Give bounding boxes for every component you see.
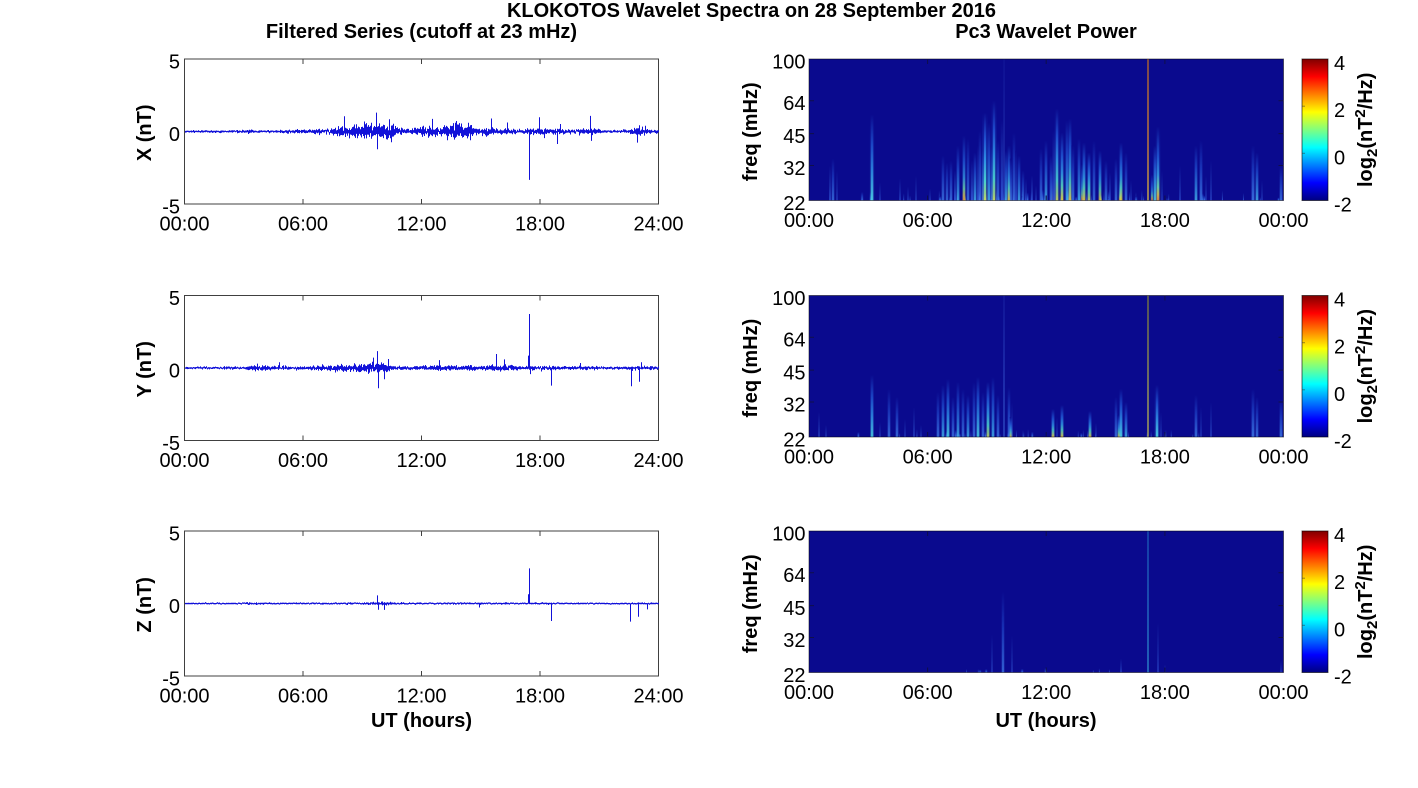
svg-text:log2(nT2/Hz): log2(nT2/Hz) bbox=[1352, 309, 1381, 423]
svg-text:100: 100 bbox=[772, 524, 805, 546]
svg-text:24:00: 24:00 bbox=[633, 214, 683, 236]
svg-text:UT (hours): UT (hours) bbox=[995, 710, 1096, 732]
svg-text:06:00: 06:00 bbox=[278, 686, 328, 708]
svg-text:00:00: 00:00 bbox=[784, 682, 834, 704]
svg-text:100: 100 bbox=[772, 288, 805, 310]
svg-text:00:00: 00:00 bbox=[1258, 447, 1308, 469]
svg-text:12:00: 12:00 bbox=[1021, 210, 1071, 232]
svg-text:12:00: 12:00 bbox=[1021, 447, 1071, 469]
svg-text:5: 5 bbox=[169, 52, 180, 74]
svg-text:freq (mHz): freq (mHz) bbox=[740, 82, 762, 181]
svg-text:freq (mHz): freq (mHz) bbox=[740, 319, 762, 418]
svg-text:06:00: 06:00 bbox=[903, 447, 953, 469]
svg-text:06:00: 06:00 bbox=[903, 210, 953, 232]
svg-text:-2: -2 bbox=[1334, 195, 1352, 217]
svg-text:18:00: 18:00 bbox=[1140, 447, 1190, 469]
svg-text:00:00: 00:00 bbox=[1258, 210, 1308, 232]
svg-text:06:00: 06:00 bbox=[278, 450, 328, 472]
svg-text:32: 32 bbox=[783, 158, 805, 180]
svg-text:X (nT): X (nT) bbox=[134, 104, 156, 161]
svg-text:0: 0 bbox=[169, 361, 180, 383]
svg-text:0: 0 bbox=[1334, 147, 1345, 169]
svg-text:freq (mHz): freq (mHz) bbox=[740, 554, 762, 653]
svg-text:18:00: 18:00 bbox=[515, 686, 565, 708]
svg-text:64: 64 bbox=[783, 330, 805, 352]
svg-text:-2: -2 bbox=[1334, 431, 1352, 453]
svg-text:UT (hours): UT (hours) bbox=[371, 710, 472, 732]
svg-text:-5: -5 bbox=[162, 433, 180, 455]
svg-text:00:00: 00:00 bbox=[159, 450, 209, 472]
svg-text:06:00: 06:00 bbox=[278, 214, 328, 236]
svg-text:log2(nT2/Hz): log2(nT2/Hz) bbox=[1352, 545, 1381, 659]
svg-text:Pc3 Wavelet Power: Pc3 Wavelet Power bbox=[955, 21, 1137, 43]
svg-text:12:00: 12:00 bbox=[1021, 682, 1071, 704]
svg-text:2: 2 bbox=[1334, 337, 1345, 359]
svg-text:00:00: 00:00 bbox=[159, 686, 209, 708]
svg-text:00:00: 00:00 bbox=[784, 210, 834, 232]
svg-text:22: 22 bbox=[783, 665, 805, 687]
svg-text:Z (nT): Z (nT) bbox=[134, 577, 156, 633]
svg-text:4: 4 bbox=[1334, 290, 1345, 312]
svg-text:32: 32 bbox=[783, 395, 805, 417]
svg-text:-5: -5 bbox=[162, 669, 180, 691]
svg-text:45: 45 bbox=[783, 126, 805, 148]
svg-text:4: 4 bbox=[1334, 525, 1345, 547]
svg-text:-2: -2 bbox=[1334, 667, 1352, 689]
svg-text:KLOKOTOS Wavelet Spectra on 28: KLOKOTOS Wavelet Spectra on 28 September… bbox=[507, 0, 996, 22]
svg-text:45: 45 bbox=[783, 598, 805, 620]
svg-text:24:00: 24:00 bbox=[633, 686, 683, 708]
svg-text:18:00: 18:00 bbox=[1140, 682, 1190, 704]
svg-text:18:00: 18:00 bbox=[515, 214, 565, 236]
svg-text:5: 5 bbox=[169, 524, 180, 546]
svg-text:5: 5 bbox=[169, 288, 180, 310]
svg-text:24:00: 24:00 bbox=[633, 450, 683, 472]
svg-text:2: 2 bbox=[1334, 572, 1345, 594]
svg-text:64: 64 bbox=[783, 93, 805, 115]
svg-text:-5: -5 bbox=[162, 197, 180, 219]
svg-text:18:00: 18:00 bbox=[1140, 210, 1190, 232]
svg-text:22: 22 bbox=[783, 193, 805, 215]
svg-text:4: 4 bbox=[1334, 53, 1345, 75]
svg-text:2: 2 bbox=[1334, 100, 1345, 122]
svg-text:100: 100 bbox=[772, 52, 805, 74]
svg-text:0: 0 bbox=[1334, 619, 1345, 641]
svg-text:18:00: 18:00 bbox=[515, 450, 565, 472]
svg-text:12:00: 12:00 bbox=[396, 214, 446, 236]
svg-text:0: 0 bbox=[169, 596, 180, 618]
svg-text:Y (nT): Y (nT) bbox=[134, 341, 156, 397]
svg-text:Filtered Series (cutoff at 23: Filtered Series (cutoff at 23 mHz) bbox=[266, 21, 577, 43]
svg-text:0: 0 bbox=[169, 124, 180, 146]
svg-text:12:00: 12:00 bbox=[396, 686, 446, 708]
svg-text:64: 64 bbox=[783, 565, 805, 587]
svg-text:00:00: 00:00 bbox=[159, 214, 209, 236]
svg-text:45: 45 bbox=[783, 363, 805, 385]
svg-text:log2(nT2/Hz): log2(nT2/Hz) bbox=[1352, 73, 1381, 187]
svg-text:06:00: 06:00 bbox=[903, 682, 953, 704]
svg-text:00:00: 00:00 bbox=[1258, 682, 1308, 704]
svg-text:32: 32 bbox=[783, 630, 805, 652]
svg-text:12:00: 12:00 bbox=[396, 450, 446, 472]
svg-text:00:00: 00:00 bbox=[784, 447, 834, 469]
svg-text:22: 22 bbox=[783, 430, 805, 452]
svg-text:0: 0 bbox=[1334, 384, 1345, 406]
